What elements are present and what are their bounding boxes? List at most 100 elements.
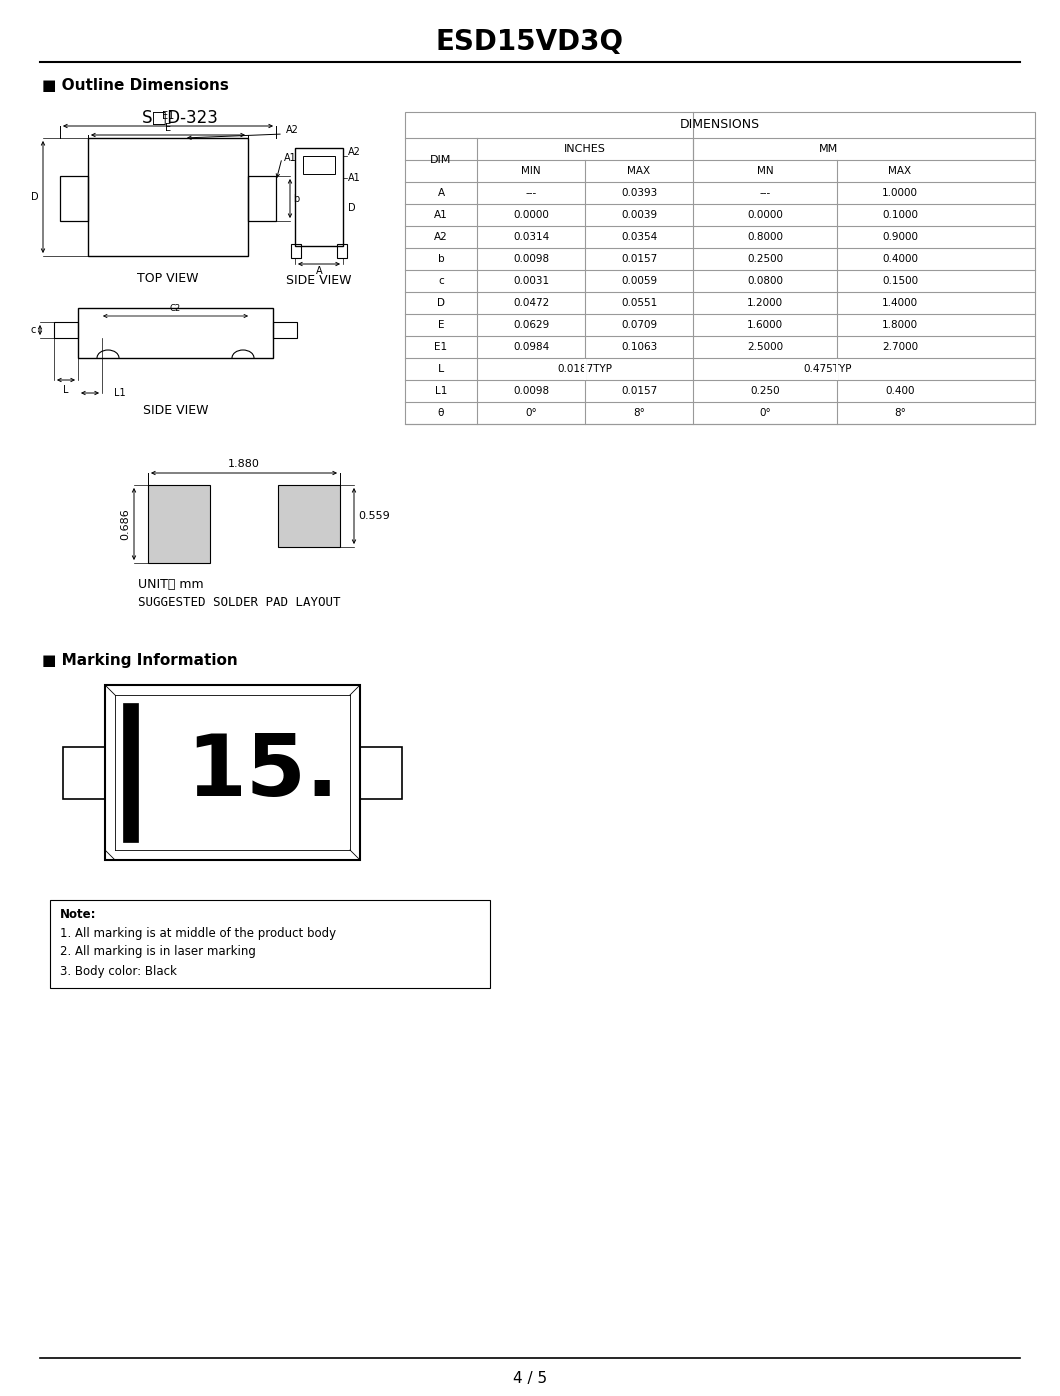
- Text: SUGGESTED SOLDER PAD LAYOUT: SUGGESTED SOLDER PAD LAYOUT: [138, 596, 340, 610]
- Text: L: L: [438, 364, 444, 374]
- Text: 0.0000: 0.0000: [747, 209, 783, 221]
- Text: S□D-323: S□D-323: [142, 109, 218, 127]
- Text: b: b: [293, 194, 299, 204]
- Text: ---: ---: [526, 188, 536, 198]
- Text: L: L: [64, 385, 69, 395]
- Text: 0.0157: 0.0157: [621, 387, 657, 396]
- Text: 0.1500: 0.1500: [882, 276, 918, 286]
- Text: b: b: [438, 254, 444, 264]
- Text: ---: ---: [759, 188, 771, 198]
- Text: 0.686: 0.686: [120, 508, 130, 540]
- Text: 0.1063: 0.1063: [621, 342, 657, 352]
- Bar: [60, 176, 88, 221]
- Bar: [273, 322, 297, 338]
- Text: 2.7000: 2.7000: [882, 342, 918, 352]
- Text: DIM: DIM: [430, 155, 452, 165]
- Text: 0.0984: 0.0984: [513, 342, 549, 352]
- Text: 0.8000: 0.8000: [747, 232, 783, 242]
- Text: θ: θ: [438, 408, 444, 417]
- Text: 0°: 0°: [525, 408, 536, 417]
- Text: 1. All marking is at middle of the product body: 1. All marking is at middle of the produ…: [60, 927, 336, 940]
- Text: D: D: [437, 297, 445, 309]
- Text: 1.4000: 1.4000: [882, 297, 918, 309]
- Bar: [584, 359, 586, 380]
- Text: 1.880: 1.880: [228, 459, 260, 469]
- Bar: [88, 138, 248, 255]
- Text: 0.0031: 0.0031: [513, 276, 549, 286]
- Text: L1: L1: [114, 388, 126, 398]
- Text: 0.0393: 0.0393: [621, 188, 657, 198]
- Text: DIMENSIONS: DIMENSIONS: [679, 119, 760, 131]
- Text: MN: MN: [757, 166, 774, 176]
- Bar: [360, 747, 402, 799]
- Bar: [836, 359, 837, 380]
- Text: 0.0187TYP: 0.0187TYP: [558, 364, 613, 374]
- Text: A: A: [438, 188, 444, 198]
- Text: ■ Marking Information: ■ Marking Information: [42, 652, 237, 667]
- Bar: [78, 309, 273, 357]
- Text: 0.559: 0.559: [358, 511, 390, 521]
- Text: 0.0551: 0.0551: [621, 297, 657, 309]
- Text: TOP VIEW: TOP VIEW: [137, 271, 199, 285]
- Text: 0.0354: 0.0354: [621, 232, 657, 242]
- Text: 0.9000: 0.9000: [882, 232, 918, 242]
- Text: SIDE VIEW: SIDE VIEW: [286, 275, 352, 288]
- Text: C2: C2: [170, 304, 181, 313]
- Text: A2: A2: [435, 232, 448, 242]
- Text: MAX: MAX: [628, 166, 651, 176]
- Text: 0.0000: 0.0000: [513, 209, 549, 221]
- Text: A2: A2: [286, 126, 299, 135]
- Text: 0.400: 0.400: [885, 387, 915, 396]
- Text: MM: MM: [818, 144, 837, 154]
- Text: 0.0157: 0.0157: [621, 254, 657, 264]
- Text: 0.2500: 0.2500: [747, 254, 783, 264]
- Text: 0.1000: 0.1000: [882, 209, 918, 221]
- Text: D: D: [32, 193, 39, 202]
- Bar: [63, 747, 105, 799]
- Bar: [105, 685, 360, 860]
- Text: 0.0098: 0.0098: [513, 387, 549, 396]
- Text: 0.0039: 0.0039: [621, 209, 657, 221]
- Text: 8°: 8°: [633, 408, 644, 417]
- Bar: [278, 484, 340, 547]
- Text: 0.250: 0.250: [750, 387, 780, 396]
- Bar: [123, 704, 138, 842]
- Text: A1: A1: [348, 173, 360, 183]
- Text: 0.0314: 0.0314: [513, 232, 549, 242]
- Text: 0.0059: 0.0059: [621, 276, 657, 286]
- Text: INCHES: INCHES: [564, 144, 606, 154]
- Text: 1.0000: 1.0000: [882, 188, 918, 198]
- Text: A1: A1: [284, 154, 297, 163]
- Text: 3. Body color: Black: 3. Body color: Black: [60, 965, 177, 977]
- Bar: [303, 156, 335, 174]
- Text: E1: E1: [162, 112, 174, 121]
- Text: ESD15VD3Q: ESD15VD3Q: [436, 28, 624, 56]
- Bar: [148, 484, 210, 563]
- Text: 0.0472: 0.0472: [513, 297, 549, 309]
- Text: 1.6000: 1.6000: [747, 320, 783, 329]
- Text: 8°: 8°: [894, 408, 906, 417]
- Text: 4 / 5: 4 / 5: [513, 1371, 547, 1385]
- Text: 2. All marking is in laser marking: 2. All marking is in laser marking: [60, 945, 255, 959]
- Text: L1: L1: [435, 387, 447, 396]
- Bar: [50, 900, 490, 988]
- Text: E: E: [165, 123, 171, 133]
- Text: 0°: 0°: [759, 408, 771, 417]
- Text: c: c: [438, 276, 444, 286]
- Bar: [292, 244, 301, 258]
- Text: D: D: [348, 202, 355, 214]
- Text: A2: A2: [348, 147, 360, 156]
- Text: c: c: [31, 325, 36, 335]
- Text: 0.0709: 0.0709: [621, 320, 657, 329]
- Bar: [405, 112, 1035, 424]
- Text: A: A: [316, 267, 322, 276]
- Text: MAX: MAX: [888, 166, 912, 176]
- Bar: [337, 244, 347, 258]
- Text: 15.: 15.: [187, 732, 339, 814]
- Text: E: E: [438, 320, 444, 329]
- Text: 0.0098: 0.0098: [513, 254, 549, 264]
- Bar: [295, 148, 343, 246]
- Text: UNIT： mm: UNIT： mm: [138, 578, 204, 592]
- Text: MIN: MIN: [522, 166, 541, 176]
- Text: 1.8000: 1.8000: [882, 320, 918, 329]
